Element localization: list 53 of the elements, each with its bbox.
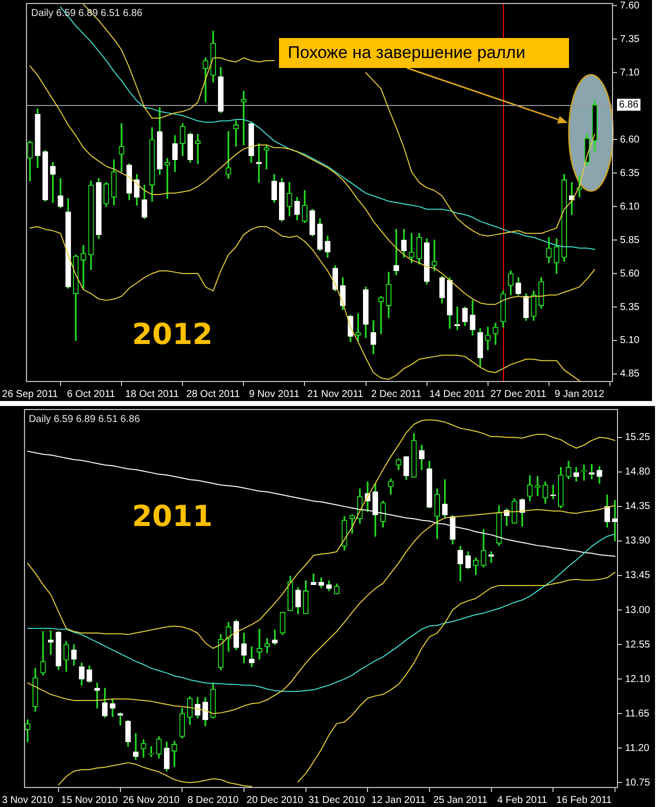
x-tick-label: 16 Feb 2011 [556, 794, 612, 806]
y-tick-label: 15.25 [625, 432, 650, 444]
x-tick-label: 9 Jan 2012 [554, 388, 605, 400]
y-tick-label: 6.10 [620, 201, 640, 212]
x-tick-label: 20 Dec 2010 [246, 794, 304, 806]
candlestick [118, 123, 124, 172]
y-tick-label: 4.85 [620, 368, 640, 380]
x-tick-label: 25 Jan 2011 [433, 794, 488, 806]
y-tick-label: 13.45 [625, 570, 650, 582]
x-tick-label: 9 Nov 2011 [248, 388, 300, 400]
candlestick [202, 58, 208, 102]
x-tick-label: 18 Oct 2011 [125, 388, 180, 400]
y-tick-label: 11.65 [625, 708, 650, 720]
y-tick-label: 5.60 [620, 268, 640, 280]
x-tick-label: 26 Sep 2011 [2, 388, 58, 400]
y-tick-label: 14.35 [625, 501, 650, 512]
y-tick-label: 6.35 [620, 168, 640, 179]
candlestick [432, 240, 438, 272]
y-tick-label: 14.80 [625, 466, 650, 478]
x-tick-label: 2 Dec 2011 [371, 388, 422, 400]
x-tick-label: 26 Nov 2010 [122, 794, 180, 806]
x-tick-label: 31 Dec 2010 [308, 794, 366, 806]
y-tick-label: 12.55 [625, 639, 650, 650]
y-tick-label: 7.35 [620, 34, 640, 45]
y-tick-label: 5.35 [620, 302, 640, 313]
annotation: Похоже на завершение ралли [278, 38, 569, 68]
x-tick-label: 21 Nov 2011 [307, 388, 364, 400]
ref-line-label: 6.86 [619, 100, 639, 111]
y-tick-label: 13.90 [625, 536, 650, 547]
y-tick-label: 11.20 [625, 742, 650, 754]
y-tick-label: 7.60 [620, 0, 640, 12]
y-tick-label: 7.10 [620, 67, 640, 78]
x-tick-label: 14 Dec 2011 [429, 388, 486, 400]
x-tick-label: 4 Feb 2011 [497, 794, 548, 806]
y-tick-label: 12.10 [625, 674, 650, 685]
annotation: 2011 [132, 499, 213, 533]
x-tick-label: 28 Oct 2011 [186, 388, 240, 400]
x-tick-label: 8 Dec 2010 [187, 794, 240, 806]
candlestick [233, 120, 239, 147]
x-tick-label: 27 Dec 2011 [490, 388, 547, 400]
x-tick-label: 3 Nov 2010 [2, 794, 54, 806]
y-tick-label: 10.75 [625, 777, 650, 788]
x-tick-label: 6 Oct 2011 [66, 388, 116, 400]
y-tick-label: 6.60 [620, 134, 640, 146]
candlestick [378, 296, 384, 334]
annotation: Daily 6.59 6.89 6.51 6.86 [28, 414, 140, 426]
x-tick-label: 12 Jan 2011 [371, 794, 426, 806]
y-tick-label: 13.00 [625, 604, 650, 616]
candlestick [408, 233, 414, 264]
annotation: 2012 [132, 317, 213, 351]
y-tick-label: 5.10 [620, 335, 640, 346]
y-tick-label: 5.85 [620, 234, 640, 246]
x-tick-label: 15 Nov 2010 [61, 794, 118, 806]
